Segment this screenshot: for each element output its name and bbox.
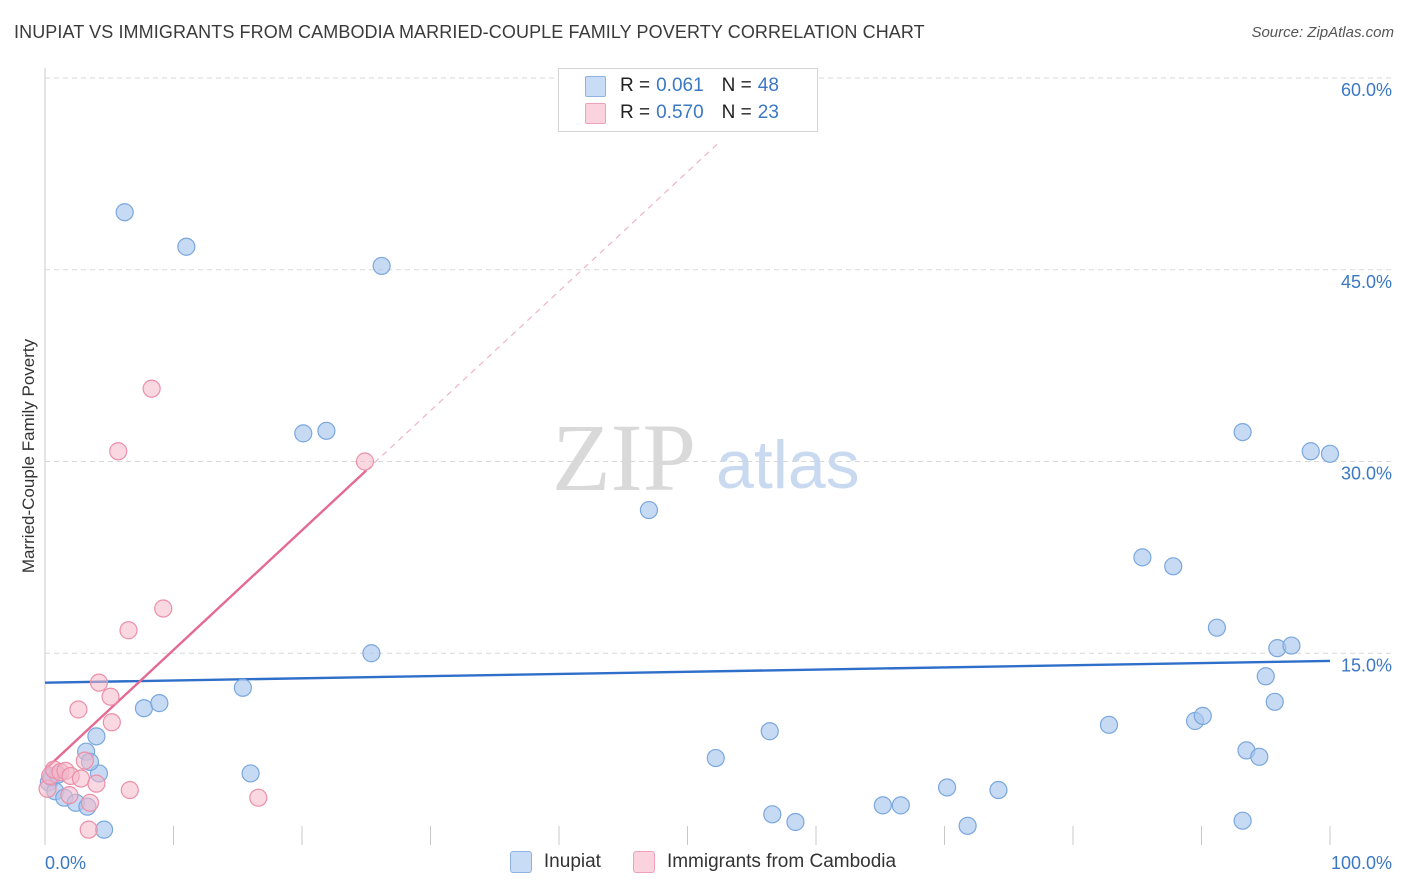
data-point-inupiat [241, 764, 260, 783]
data-point-inupiat [706, 748, 725, 768]
data-point-cambodia [109, 442, 128, 461]
data-point-inupiat [1133, 548, 1152, 567]
data-point-cambodia [249, 788, 268, 807]
data-point-cambodia [79, 820, 98, 839]
legend-label-cambodia: Immigrants from Cambodia [666, 851, 897, 872]
legend-row-cambodia: R = 0.570 N = 23 [585, 100, 779, 126]
data-point-inupiat [1282, 636, 1301, 655]
data-point-cambodia [142, 379, 161, 398]
data-point-inupiat [1164, 557, 1183, 576]
data-point-inupiat [87, 727, 106, 746]
data-point-inupiat [95, 820, 114, 839]
data-point-inupiat [1320, 444, 1340, 463]
data-point-inupiat [1207, 618, 1227, 637]
x-tick-label: 0.0% [45, 853, 86, 873]
data-point-inupiat [1265, 692, 1284, 711]
data-point-inupiat [115, 203, 134, 222]
data-points [38, 203, 1340, 839]
legend-swatch-cambodia [632, 851, 655, 873]
legend-n-label: N = [721, 102, 752, 123]
legend-swatch-inupiat [585, 75, 606, 97]
y-tick-label: 60.0% [1341, 80, 1392, 100]
legend-r-label: R = [620, 102, 651, 123]
y-tick-label: 30.0% [1341, 464, 1392, 484]
legend-label-inupiat: Inupiat [543, 851, 601, 872]
data-point-inupiat [1233, 811, 1252, 830]
data-point-inupiat [937, 778, 957, 797]
legend-r-value: 0.061 [656, 75, 704, 96]
legend-n-value: 48 [757, 75, 779, 96]
source-label: Source: ZipAtlas.com [1251, 24, 1394, 41]
trend-line-inupiat [44, 659, 1331, 684]
axes [44, 68, 1331, 845]
data-point-inupiat [958, 816, 977, 835]
data-point-inupiat [891, 796, 910, 815]
trend-lines [44, 141, 1331, 771]
watermark-zip: ZIP [552, 404, 696, 511]
data-point-cambodia [120, 780, 139, 800]
gridlines [45, 77, 1392, 654]
legend-n-label: N = [721, 75, 752, 96]
x-tick-label: 100.0% [1331, 853, 1392, 873]
legend-r-value: 0.570 [656, 102, 704, 123]
legend-swatch-cambodia [585, 102, 606, 124]
data-point-inupiat [639, 500, 659, 520]
data-point-cambodia [60, 786, 79, 805]
legend-item-cambodia: Immigrants from Cambodia [632, 851, 897, 873]
data-point-cambodia [69, 700, 88, 719]
data-point-inupiat [873, 796, 892, 815]
watermark-atlas: atlas [716, 427, 860, 503]
legend-swatch-inupiat [509, 851, 532, 873]
legend-item-inupiat: Inupiat [509, 851, 601, 873]
data-point-inupiat [317, 421, 336, 440]
data-point-cambodia [87, 774, 106, 793]
legend-r-label: R = [620, 75, 651, 96]
tick-labels: 15.0% 30.0% 45.0% 60.0% 0.0% 100.0% [45, 80, 1392, 873]
data-point-cambodia [89, 673, 109, 692]
data-point-inupiat [150, 694, 169, 713]
data-point-cambodia [355, 452, 375, 471]
data-point-inupiat [1099, 715, 1119, 734]
chart-title: INUPIAT VS IMMIGRANTS FROM CAMBODIA MARR… [14, 22, 925, 42]
data-point-inupiat [177, 237, 196, 256]
data-point-cambodia [75, 751, 94, 770]
data-point-cambodia [71, 769, 91, 788]
data-point-inupiat [760, 722, 779, 741]
legend-n-value: 23 [757, 102, 779, 123]
data-point-inupiat [362, 644, 381, 663]
data-point-inupiat [1301, 442, 1320, 461]
legend-row-inupiat: R = 0.061 N = 48 [585, 73, 779, 99]
data-point-inupiat [1250, 747, 1269, 766]
watermark: ZIP atlas [552, 404, 860, 511]
y-axis-label: Married-Couple Family Poverty [19, 338, 38, 573]
data-point-cambodia [154, 599, 173, 618]
data-point-inupiat [1256, 667, 1275, 686]
stats-legend: R = 0.061 N = 48 R = 0.570 N = 23 [558, 68, 818, 132]
data-point-inupiat [294, 424, 313, 443]
series-legend: Inupiat Immigrants from Cambodia [0, 851, 1406, 873]
y-tick-label: 15.0% [1341, 655, 1392, 675]
data-point-cambodia [101, 687, 120, 706]
data-point-inupiat [1233, 422, 1252, 442]
data-point-inupiat [372, 256, 391, 276]
data-point-cambodia [102, 713, 121, 732]
data-point-cambodia [80, 793, 100, 812]
y-tick-label: 45.0% [1341, 272, 1392, 292]
trend-extension-cambodia [365, 141, 721, 471]
trend-line-cambodia [44, 469, 368, 771]
data-point-inupiat [233, 678, 252, 697]
data-point-inupiat [763, 805, 782, 824]
data-point-inupiat [1193, 706, 1212, 725]
data-point-inupiat [786, 812, 805, 832]
data-point-inupiat [989, 780, 1008, 800]
data-point-inupiat [134, 699, 154, 718]
data-point-cambodia [119, 621, 138, 640]
